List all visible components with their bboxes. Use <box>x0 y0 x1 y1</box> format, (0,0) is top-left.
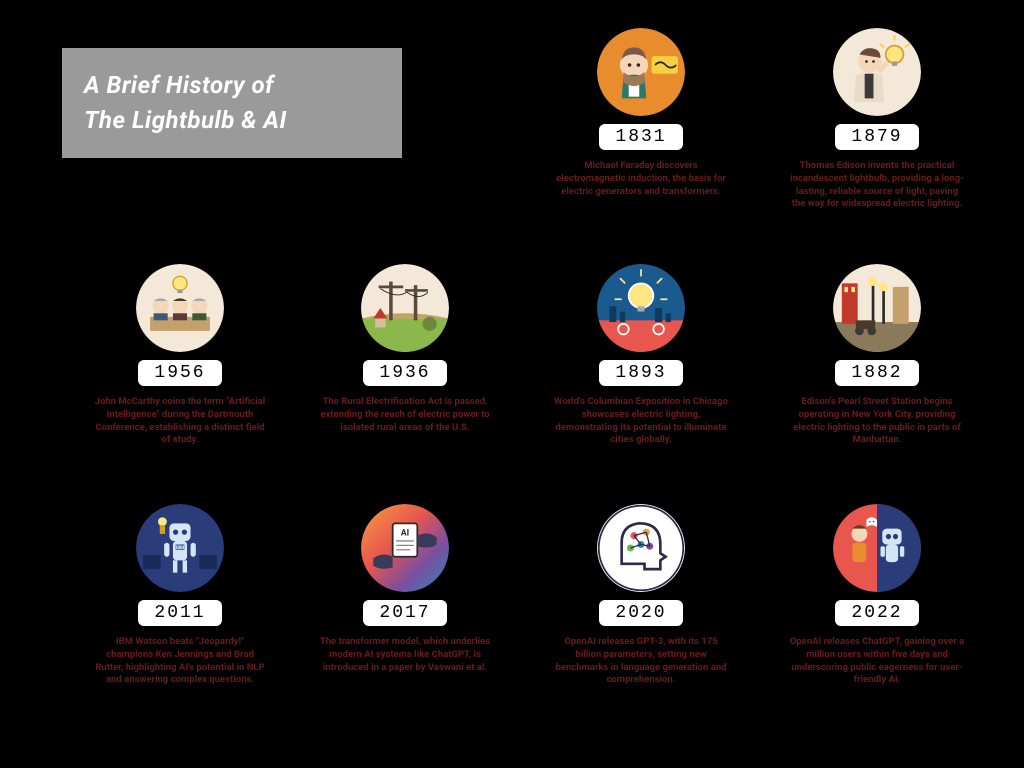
timeline-item-1879: 1879 Thomas Edison invents the practical… <box>772 28 982 211</box>
street-lamps-icon <box>833 264 921 352</box>
timeline-desc: Michael Faraday discovers electromagneti… <box>541 160 741 198</box>
robot-chat-icon <box>833 504 921 592</box>
timeline-item-1831: 1831 Michael Faraday discovers electroma… <box>536 28 746 198</box>
year-pill: 2020 <box>599 600 682 626</box>
timeline-desc: The Rural Electrification Act is passed,… <box>305 396 505 434</box>
timeline-desc: OpenAI releases ChatGPT, gaining over a … <box>777 636 977 687</box>
ai-paper-hands-icon: AI <box>361 504 449 592</box>
year-pill: 1936 <box>363 360 446 386</box>
year-pill: 1831 <box>599 124 682 150</box>
timeline-desc: The transformer model, which underlies m… <box>305 636 505 674</box>
timeline-desc: World's Columbian Exposition in Chicago … <box>541 396 741 447</box>
year-pill: 1893 <box>599 360 682 386</box>
timeline-item-1893: 1893 World's Columbian Exposition in Chi… <box>536 264 746 447</box>
robot-gameshow-icon: IBM <box>136 504 224 592</box>
year-pill: 2011 <box>138 600 221 626</box>
year-pill: 1882 <box>835 360 918 386</box>
svg-text:AI: AI <box>401 529 409 539</box>
svg-text:IBM: IBM <box>176 546 184 551</box>
neural-head-icon <box>597 504 685 592</box>
timeline-desc: John McCarthy coins the term "Artificial… <box>80 396 280 447</box>
year-pill: 2022 <box>835 600 918 626</box>
city-bulb-icon <box>597 264 685 352</box>
timeline-item-2020: 2020 OpenAI releases GPT-3, with its 175… <box>536 504 746 687</box>
timeline-item-2022: 2022 OpenAI releases ChatGPT, gaining ov… <box>772 504 982 687</box>
timeline-desc: OpenAI releases GPT-3, with its 175 bill… <box>541 636 741 687</box>
timeline-item-1882: 1882 Edison's Pearl Street Station begin… <box>772 264 982 447</box>
timeline-desc: IBM Watson beats "Jeopardy!" champions K… <box>80 636 280 687</box>
timeline-item-2017: AI 2017 The transformer model, which und… <box>300 504 510 674</box>
timeline-desc: Thomas Edison invents the practical inca… <box>777 160 977 211</box>
power-lines-farm-icon <box>361 264 449 352</box>
timeline-item-2011: IBM 2011 IBM Watson beats "Jeopardy!" ch… <box>75 504 285 687</box>
timeline-item-1936: 1936 The Rural Electrification Act is pa… <box>300 264 510 434</box>
conference-thinkers-icon <box>136 264 224 352</box>
year-pill: 2017 <box>363 600 446 626</box>
timeline-grid: 1831 Michael Faraday discovers electroma… <box>0 28 1024 768</box>
year-pill: 1879 <box>835 124 918 150</box>
scientist-portrait-icon <box>597 28 685 116</box>
timeline-item-1956: 1956 John McCarthy coins the term "Artif… <box>75 264 285 447</box>
year-pill: 1956 <box>138 360 221 386</box>
inventor-bulb-icon <box>833 28 921 116</box>
timeline-desc: Edison's Pearl Street Station begins ope… <box>777 396 977 447</box>
